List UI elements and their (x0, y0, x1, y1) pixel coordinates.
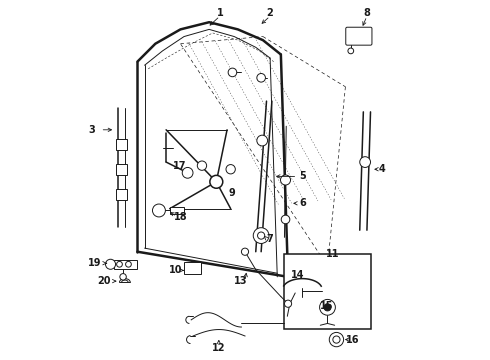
Circle shape (117, 261, 122, 267)
Circle shape (257, 135, 268, 146)
Text: 4: 4 (379, 164, 385, 174)
Text: 10: 10 (170, 265, 183, 275)
Text: 17: 17 (173, 161, 187, 171)
Circle shape (120, 274, 126, 280)
Bar (116, 164, 126, 175)
Circle shape (329, 332, 343, 347)
Circle shape (280, 175, 291, 185)
Text: 13: 13 (234, 276, 247, 286)
Circle shape (324, 304, 331, 311)
Circle shape (197, 161, 207, 170)
Circle shape (349, 33, 356, 40)
Circle shape (358, 33, 365, 40)
Circle shape (257, 73, 266, 82)
Text: 7: 7 (267, 234, 273, 244)
Bar (114, 260, 137, 269)
Text: 20: 20 (98, 276, 111, 286)
Text: 19: 19 (88, 258, 102, 268)
Bar (116, 189, 126, 200)
Text: 12: 12 (212, 343, 225, 353)
Text: 14: 14 (292, 270, 305, 280)
Text: 15: 15 (320, 301, 334, 311)
Circle shape (210, 175, 223, 188)
Text: 11: 11 (326, 248, 340, 258)
Text: 6: 6 (299, 198, 306, 208)
Circle shape (360, 157, 370, 167)
Circle shape (333, 336, 340, 343)
Circle shape (105, 259, 116, 269)
Text: 9: 9 (228, 188, 235, 198)
Circle shape (258, 232, 265, 239)
Bar (285, 253, 370, 329)
Text: 5: 5 (299, 171, 306, 181)
Circle shape (253, 228, 269, 243)
Bar (184, 262, 201, 274)
Text: 18: 18 (173, 212, 187, 221)
Circle shape (319, 300, 335, 315)
Text: 1: 1 (217, 8, 223, 18)
Circle shape (228, 68, 237, 77)
Circle shape (242, 248, 248, 255)
Text: 8: 8 (364, 8, 370, 18)
Circle shape (285, 300, 292, 307)
Circle shape (125, 261, 131, 267)
Circle shape (348, 48, 354, 54)
Circle shape (182, 167, 193, 178)
Text: 16: 16 (346, 334, 359, 345)
Circle shape (152, 204, 166, 217)
Circle shape (226, 165, 235, 174)
Text: 3: 3 (88, 125, 95, 135)
Circle shape (281, 215, 290, 224)
Text: 2: 2 (267, 8, 273, 18)
Bar (170, 207, 184, 214)
FancyBboxPatch shape (346, 27, 372, 45)
Bar (116, 139, 126, 149)
